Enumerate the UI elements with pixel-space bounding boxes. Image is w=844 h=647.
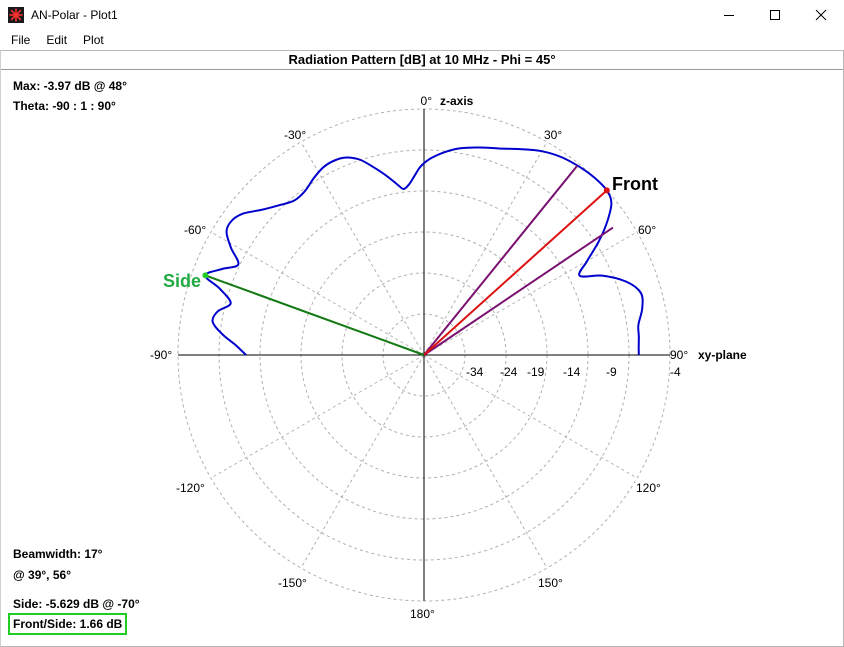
beamwidth-line-2 bbox=[423, 226, 614, 356]
menu-edit[interactable]: Edit bbox=[46, 33, 68, 47]
grid-radial bbox=[423, 231, 638, 356]
grid-radial bbox=[210, 231, 425, 356]
beam-angles-info: @ 39°, 56° bbox=[13, 568, 71, 582]
side-marker bbox=[202, 272, 209, 279]
window-title: AN-Polar - Plot1 bbox=[31, 8, 118, 22]
db-tick-label: -9 bbox=[606, 365, 617, 379]
beamwidth-info: Beamwidth: 17° bbox=[13, 547, 103, 561]
angle-label-180: 180° bbox=[410, 607, 435, 621]
angle-label-neg90: -90° bbox=[150, 348, 172, 362]
z-axis-label: z-axis bbox=[440, 94, 474, 108]
side-line bbox=[205, 274, 425, 356]
max-info: Max: -3.97 dB @ 48° bbox=[13, 79, 127, 93]
angle-label-90: 90° bbox=[670, 348, 688, 362]
side-label: Side bbox=[163, 271, 201, 291]
grid-radial bbox=[210, 354, 425, 479]
menu-file[interactable]: File bbox=[11, 33, 31, 47]
db-tick-label: -4 bbox=[670, 365, 681, 379]
minimize-icon bbox=[724, 15, 734, 16]
xy-plane-label: xy-plane bbox=[698, 348, 747, 362]
close-icon bbox=[815, 9, 827, 21]
front-line bbox=[423, 189, 608, 356]
grid-radial bbox=[423, 141, 548, 356]
angle-label-30: 30° bbox=[544, 128, 562, 142]
angle-label-neg60: -60° bbox=[184, 223, 206, 237]
db-tick-label: -14 bbox=[563, 365, 581, 379]
grid-radial bbox=[300, 141, 425, 356]
radiation-pattern-curve bbox=[204, 146, 644, 356]
angle-label-neg120: -120° bbox=[176, 481, 205, 495]
title-bar: AN-Polar - Plot1 bbox=[0, 0, 844, 30]
menu-plot[interactable]: Plot bbox=[83, 33, 104, 47]
front-side-ratio-box: Front/Side: 1.66 dB bbox=[8, 613, 128, 635]
beamwidth-line-1 bbox=[423, 165, 579, 356]
maximize-icon bbox=[770, 10, 780, 20]
db-tick-label: -24 bbox=[500, 365, 518, 379]
close-button[interactable] bbox=[798, 0, 844, 30]
app-star-icon bbox=[8, 7, 24, 23]
grid-radial bbox=[423, 354, 548, 569]
grid-radial bbox=[300, 354, 425, 569]
theta-info: Theta: -90 : 1 : 90° bbox=[13, 99, 116, 113]
front-marker bbox=[603, 187, 610, 194]
grid-radial bbox=[423, 354, 638, 479]
angle-label-150: 150° bbox=[538, 576, 563, 590]
angle-label-neg30: -30° bbox=[284, 128, 306, 142]
angle-label-60: 60° bbox=[638, 223, 656, 237]
plot-title: Radiation Pattern [dB] at 10 MHz - Phi =… bbox=[1, 51, 843, 70]
front-label: Front bbox=[612, 174, 658, 194]
angle-label-120: 120° bbox=[636, 481, 661, 495]
db-tick-label: -34 bbox=[466, 365, 484, 379]
side-info: Side: -5.629 dB @ -70° bbox=[13, 597, 140, 611]
menu-bar: File Edit Plot bbox=[0, 30, 844, 50]
angle-label-neg150: -150° bbox=[278, 576, 307, 590]
angle-label-0: 0° bbox=[421, 94, 433, 108]
db-tick-label: -19 bbox=[527, 365, 545, 379]
minimize-button[interactable] bbox=[706, 0, 752, 30]
maximize-button[interactable] bbox=[752, 0, 798, 30]
